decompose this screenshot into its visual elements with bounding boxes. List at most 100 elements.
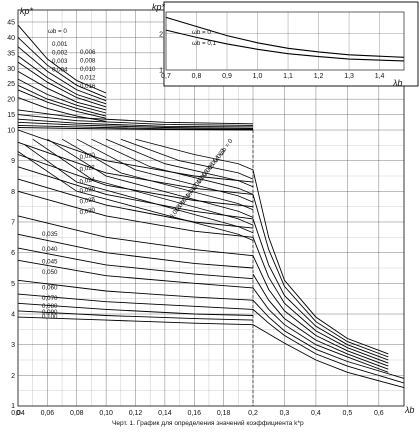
lower-series-line [17,302,254,316]
plateau-series-line [17,124,254,130]
y-tick-label: 5 [11,281,15,288]
lower-series-label: 0,035 [42,231,58,238]
right-series-line [252,255,389,367]
y-tick-label: 7 [11,220,15,227]
lower-series-label: 0,050 [42,269,58,276]
steep-series-line [25,144,254,234]
x-tick-label: 0,06 [41,410,55,417]
plateau-series-line [17,114,254,126]
upper-series-line [17,61,107,108]
y-tick-label: 9 [11,158,15,165]
x-tick-label: 0,04 [11,410,25,417]
x-tick-label: 0,2 [248,410,258,417]
upper-series-label: 0,003 [52,58,68,65]
lower-series-label: 0,070 [42,295,58,302]
x-origin-label: 0 [16,410,20,417]
upper-series-line [17,71,107,111]
plateau-series-line [17,121,254,129]
inset-frame [163,1,419,87]
x-tick-label: 0,12 [129,410,143,417]
lower-series-label: 0,090 [42,309,58,316]
x-tick-label: 0,5 [343,410,353,417]
inset-y-tick-label: 1 [159,68,163,75]
lower-series-line [17,215,254,257]
inset-x-tick-label: 1,4 [375,73,385,80]
inset-x-tick-label: 1,3 [344,73,354,80]
inset-series-label: ωb = 0,1 [192,40,216,47]
x-tick-label: 0,14 [158,410,172,417]
upper-series-line [17,24,107,94]
upper-series-label: 0,002 [52,50,68,57]
right-series-line [252,324,405,389]
lower-series-label: 0,030 [79,207,96,217]
upper-series-line [17,78,107,114]
x-tick-label: 0,08 [70,410,84,417]
upper-series-line [17,89,107,119]
inset-x-tick-label: 1,0 [253,73,263,80]
lower-series-label: 0,026 [79,185,96,195]
right-series-line [252,309,405,384]
upper-series-label: 0,006 [80,49,96,56]
steep-series-line [91,138,254,195]
y-tick-label: 15 [7,112,15,119]
upper-series-line [17,37,107,99]
x-tick-label: 0,10 [99,410,113,417]
right-series-line [252,299,405,379]
lower-series-label: 0,040 [42,246,58,253]
lower-series-line [17,310,254,321]
y-tick-label: 2 [11,373,15,380]
x-tick-label: 0,6 [374,410,384,417]
chart-caption: Черт. 1. График для определения значений… [112,419,304,427]
upper-series-label: 0,010 [80,66,96,73]
y-tick-label: 6 [11,250,15,257]
y-axis-title: kp* [20,6,34,16]
upper-series-line [17,46,107,102]
right-series-line [252,194,389,358]
inset-x-axis-title: λb [392,78,402,88]
inset-series-line [165,16,405,58]
plateau-series-line [17,118,254,128]
steep-series-line [120,138,254,180]
lower-series-label: 0,060 [42,285,58,292]
y-tick-label: 3 [11,342,15,349]
lower-series-label: 0,080 [42,303,58,310]
inset-x-tick-label: 1,1 [283,73,293,80]
lower-series-line [17,293,254,310]
right-series-line [252,273,389,370]
x-tick-label: 0,3 [280,410,290,417]
right-series-line [252,169,389,355]
y-tick-label: 45 [7,20,15,27]
inset-x-tick-label: 0,9 [222,73,232,80]
lower-series-line [17,279,254,301]
steep-series-line [105,138,254,188]
y-tick-label: 30 [7,66,15,73]
y-tick-label: 40 [7,35,15,42]
plateau-series-line [17,127,254,131]
inset-series-label: ωb = 0 [192,29,211,36]
lower-series-line [17,178,254,229]
y-tick-label: 10 [7,128,15,135]
legend-header-label: ωb = 0 [48,28,67,35]
inset-series-line [165,29,405,62]
y-tick-label: 20 [7,97,15,104]
y-tick-label: 4 [11,312,15,319]
x-tick-label: 0,4 [311,410,321,417]
steep-series-line [76,138,254,203]
y-tick-label: 8 [11,189,15,196]
x-axis-title: λb [404,405,414,415]
series-group [17,24,405,406]
upper-series-label: 0,016 [80,83,96,90]
lower-series-line [17,129,254,183]
upper-series-line [17,84,107,117]
lower-series-label: 0,022 [79,164,96,174]
right-series-line [252,237,389,364]
inset-x-tick-label: 1,2 [314,73,324,80]
right-series-line [252,287,389,373]
lower-series-label: 0,045 [42,258,58,265]
lower-series-label: 0,028 [79,196,96,206]
lower-series-line [17,190,254,238]
x-tick-label: 0,16 [187,410,201,417]
upper-series-label: 0,008 [80,58,96,65]
steep-series-line [47,138,254,218]
